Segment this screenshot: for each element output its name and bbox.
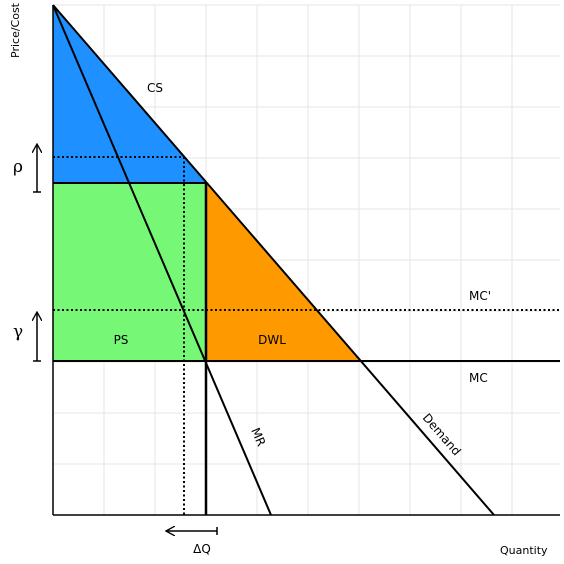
x-axis-label: Quantity	[500, 544, 548, 557]
cs-label: CS	[147, 81, 163, 95]
rho-symbol: ρ	[13, 157, 23, 177]
mr-curve	[52, 4, 272, 516]
y-axis-label: Price/Cost	[9, 2, 22, 58]
demand-curve	[52, 4, 495, 516]
gamma-symbol: γ	[13, 322, 23, 342]
mc-label: MC	[469, 371, 488, 385]
delta-q-label: ΔQ	[193, 542, 211, 556]
mc-prime-label: MC'	[469, 289, 491, 303]
ps-label: PS	[114, 333, 129, 347]
demand-label: Demand	[420, 411, 464, 459]
mr-label: MR	[248, 426, 268, 449]
producer-surplus-region	[53, 183, 206, 361]
dwl-label: DWL	[258, 333, 286, 347]
